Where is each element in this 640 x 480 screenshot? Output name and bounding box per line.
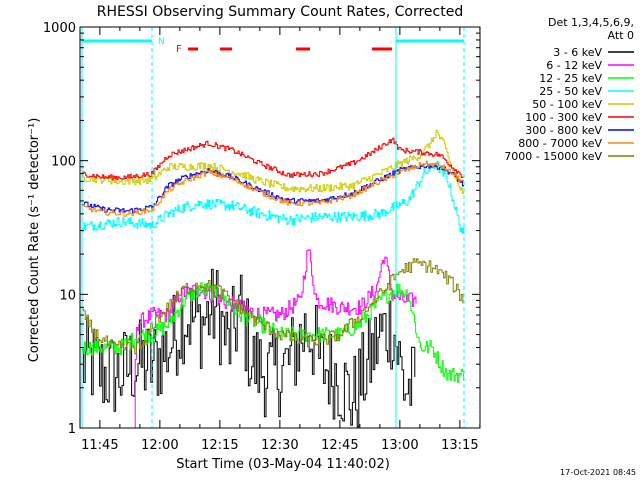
series-line bbox=[82, 137, 464, 181]
series-300-800-kev bbox=[82, 163, 465, 214]
footer-date: 17-Oct-2021 08:45 bbox=[560, 468, 636, 477]
x-axis-label: Start Time (03-May-04 11:40:02) bbox=[176, 457, 390, 472]
series-12-25-kev bbox=[82, 282, 465, 383]
legend-entry-label: 12 - 25 keV bbox=[539, 72, 602, 85]
legend-entry-label: 300 - 800 keV bbox=[525, 124, 602, 137]
legend-entry-label: 6 - 12 keV bbox=[546, 59, 602, 72]
legend-entry-label: 7000 - 15000 keV bbox=[504, 150, 602, 163]
legend-entry-label: 25 - 50 keV bbox=[539, 85, 602, 98]
legend-entry-label: 3 - 6 keV bbox=[553, 46, 602, 59]
series-line bbox=[82, 160, 465, 234]
legend-entry-label: 100 - 300 keV bbox=[525, 111, 602, 124]
y-tick-label: 1000 bbox=[43, 21, 76, 36]
series-line bbox=[82, 258, 464, 355]
y-tick-label: 10 bbox=[59, 288, 76, 303]
x-tick-label: 12:00 bbox=[141, 438, 178, 453]
series-100-300-kev bbox=[82, 137, 464, 181]
y-axis-label: Corrected Count Rate (s⁻¹ detector⁻¹) bbox=[27, 118, 42, 363]
series-50-100-kev bbox=[82, 129, 465, 195]
axes: 1 10 100 1000 11:45 12:00 12:15 12:30 12:45 13:00… bbox=[43, 21, 481, 453]
series-3-6-kev bbox=[82, 268, 416, 428]
x-tick-label: 12:45 bbox=[321, 438, 358, 453]
y-tick-label: 100 bbox=[51, 155, 76, 170]
series-line bbox=[82, 129, 465, 195]
series-line bbox=[82, 163, 465, 214]
series-line bbox=[82, 160, 465, 217]
legend-header-att: Att 0 bbox=[608, 29, 634, 42]
plot-frame bbox=[79, 26, 481, 429]
series-line bbox=[134, 249, 417, 429]
plot-area bbox=[82, 129, 465, 429]
flare-marker-label: F bbox=[176, 44, 182, 55]
y-tick-label: 1 bbox=[68, 422, 76, 437]
chart-title: RHESSI Observing Summary Count Rates, Co… bbox=[97, 4, 463, 20]
x-tick-label: 13:00 bbox=[381, 438, 418, 453]
x-tick-label: 11:45 bbox=[81, 438, 118, 453]
series-800-7000-kev bbox=[82, 160, 465, 217]
legend-entry-label: 50 - 100 keV bbox=[532, 98, 602, 111]
legend-header: Det 1,3,4,5,6,9, bbox=[548, 16, 634, 29]
series-7000-15000-kev bbox=[82, 258, 464, 355]
legend-entry-label: 800 - 7000 keV bbox=[518, 137, 602, 150]
series-line bbox=[82, 282, 465, 383]
x-tick-label: 13:15 bbox=[441, 438, 478, 453]
series-line bbox=[82, 268, 416, 428]
night-marker-label: N bbox=[158, 37, 165, 47]
observing-markers: NF bbox=[81, 27, 465, 428]
series-25-50-kev bbox=[82, 160, 465, 234]
series-6-12-kev bbox=[134, 249, 417, 429]
x-tick-label: 12:15 bbox=[201, 438, 238, 453]
x-tick-label: 12:30 bbox=[261, 438, 298, 453]
